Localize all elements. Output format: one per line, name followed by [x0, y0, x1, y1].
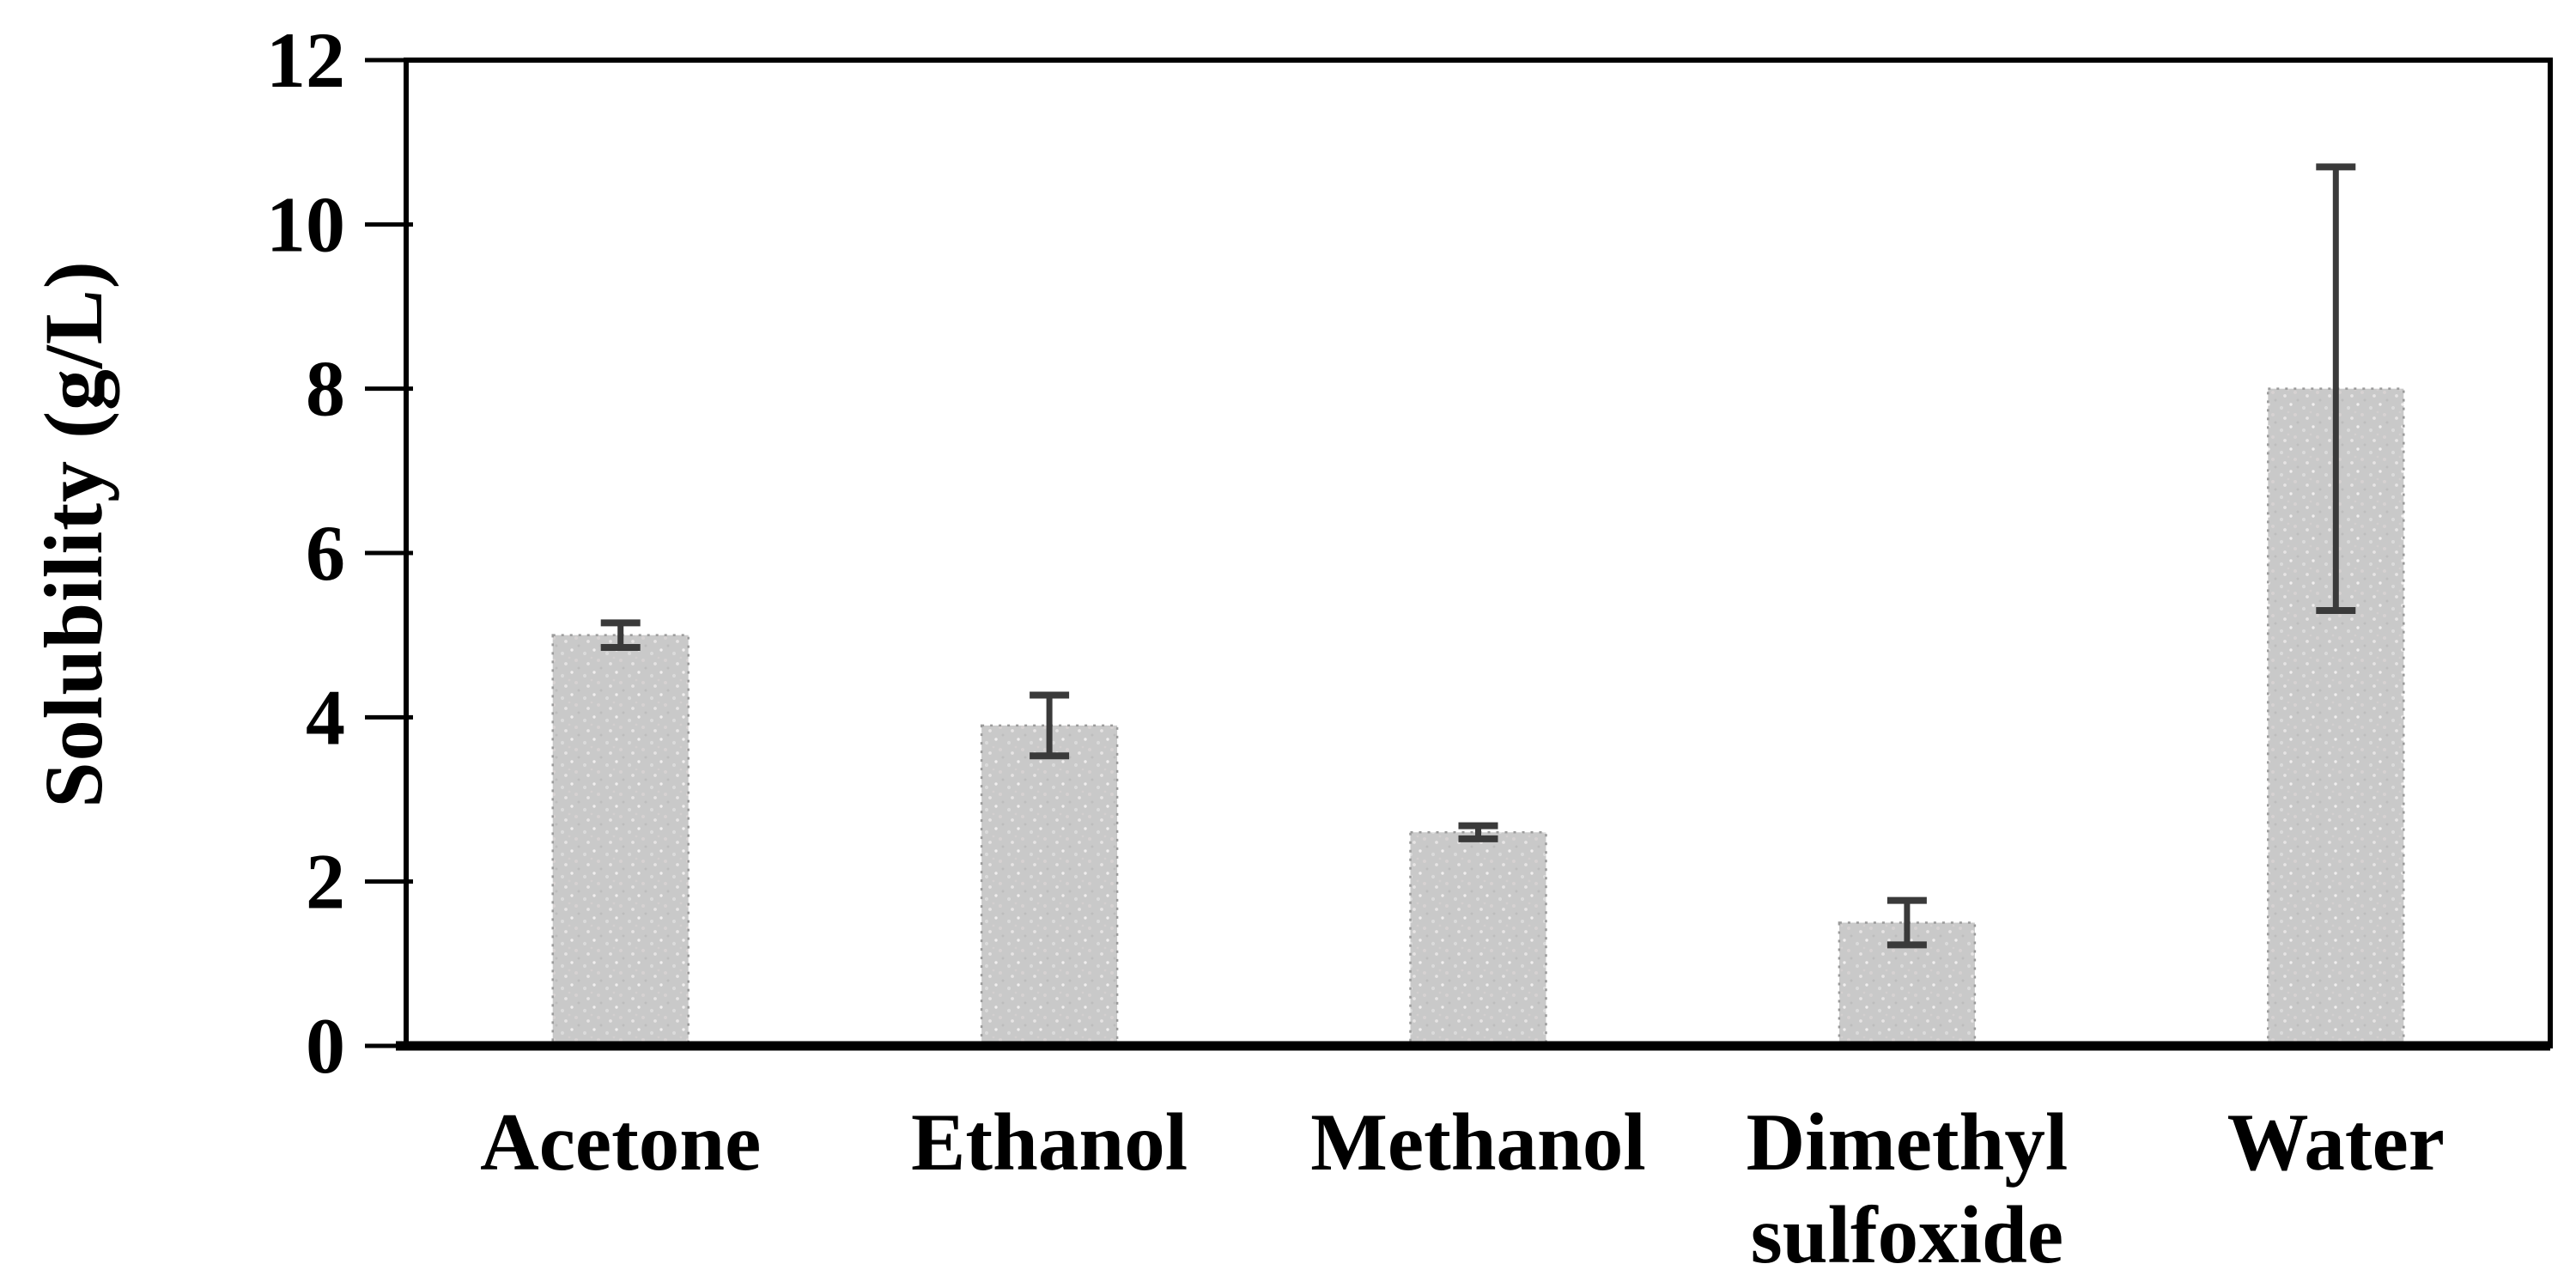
y-tick-label-4: 4 — [306, 673, 345, 761]
y-tick-label-0: 0 — [306, 1002, 345, 1090]
y-tick-label-8: 8 — [306, 345, 345, 433]
bar-methanol — [1409, 831, 1547, 1048]
x-label-ethanol-line1: Ethanol — [911, 1097, 1188, 1188]
plot-layer: 0 2 4 6 8 10 12 Acetone Ethanol Methanol Dimethyls… — [266, 16, 2553, 1276]
bar-acetone — [551, 634, 690, 1048]
x-label-dimethyl-sulfoxide-line1: Dimethyl — [1747, 1097, 2069, 1188]
x-label-acetone-line1: Acetone — [480, 1097, 761, 1188]
x-label-dimethyl-sulfoxide-line2: sulfoxide — [1751, 1189, 2063, 1276]
y-tick-label-6: 6 — [306, 509, 345, 597]
y-tick-label-12: 12 — [266, 16, 345, 104]
x-label-water-line1: Water — [2227, 1097, 2445, 1188]
y-tick-label-2: 2 — [306, 838, 345, 926]
bar-ethanol — [980, 724, 1119, 1048]
y-tick-label-10: 10 — [266, 180, 345, 268]
y-axis-title: Solubility (g/L) — [27, 260, 119, 807]
x-label-methanol-line1: Methanol — [1310, 1097, 1646, 1188]
